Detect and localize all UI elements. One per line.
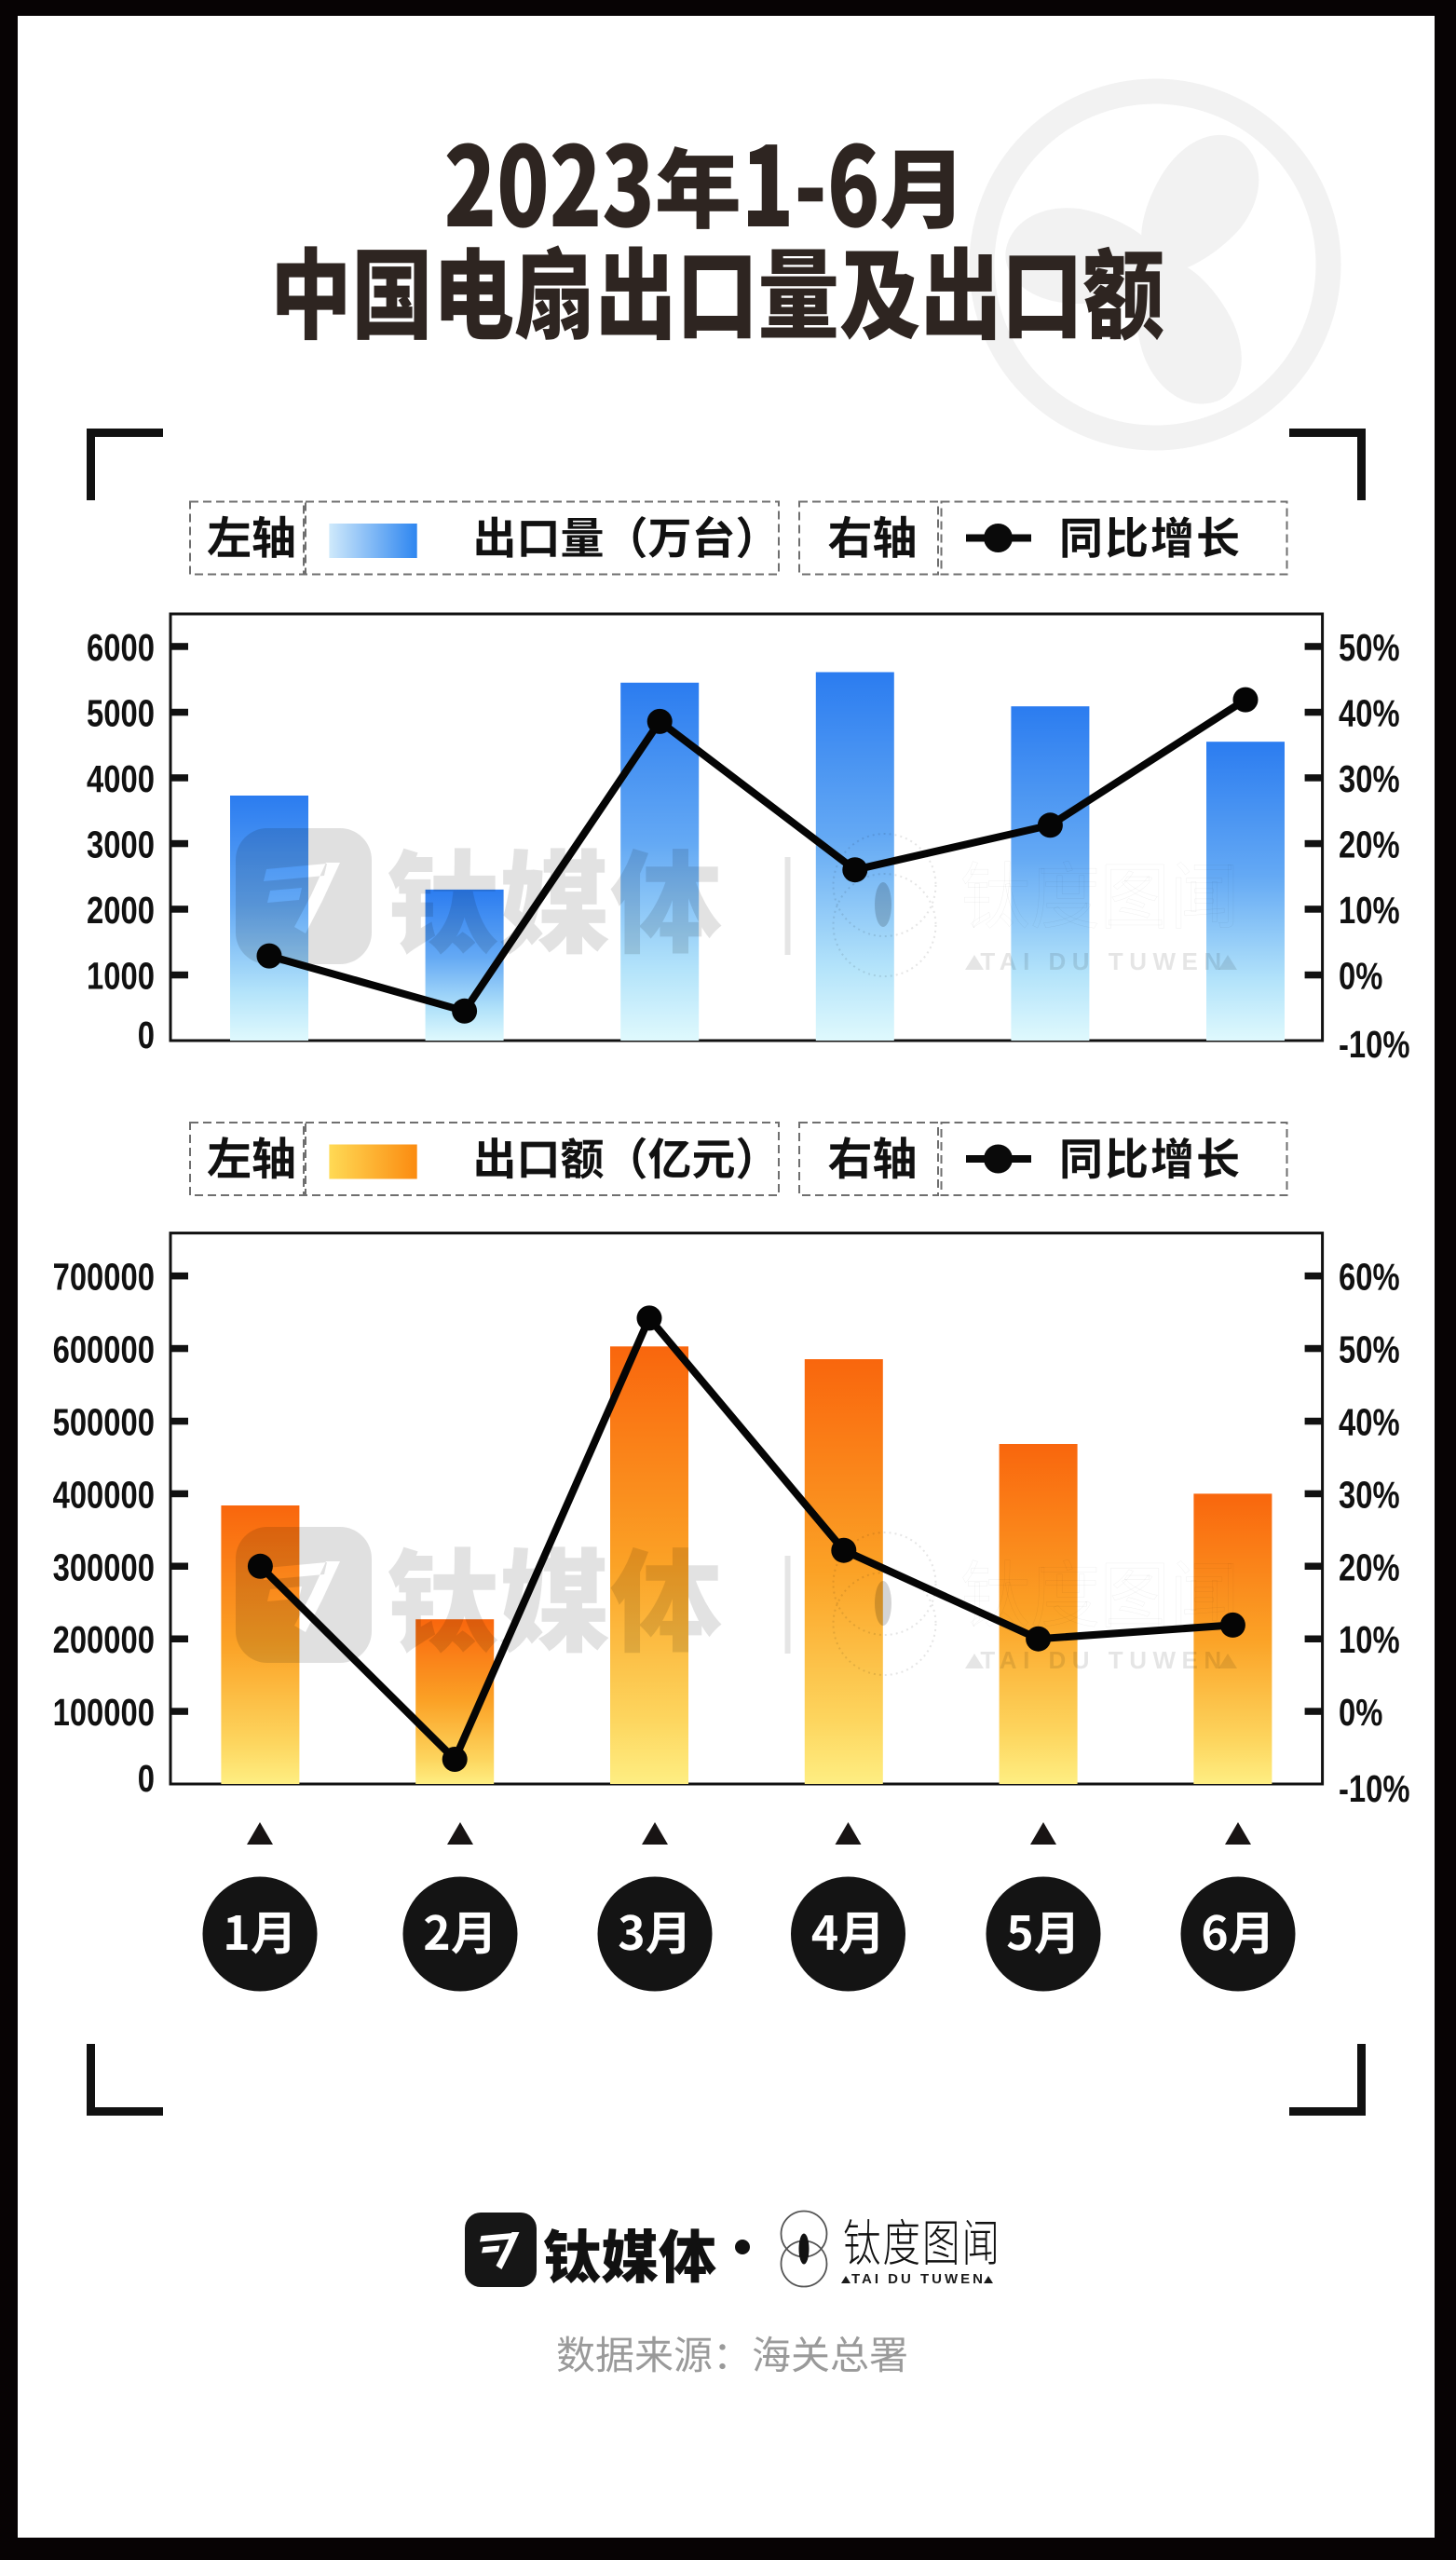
svg-text:40%: 40%	[1339, 691, 1400, 734]
svg-text:0%: 0%	[1339, 954, 1382, 997]
svg-text:3000: 3000	[87, 823, 155, 865]
svg-text:30%: 30%	[1339, 1473, 1400, 1516]
svg-text:50%: 50%	[1339, 625, 1400, 668]
svg-text:0: 0	[138, 1013, 155, 1055]
svg-text:300000: 300000	[53, 1546, 155, 1588]
svg-text:-10%: -10%	[1339, 1022, 1410, 1065]
svg-text:10%: 10%	[1339, 1618, 1400, 1661]
svg-text:200000: 200000	[53, 1618, 155, 1661]
svg-text:500000: 500000	[53, 1400, 155, 1443]
svg-text:10%: 10%	[1339, 888, 1400, 931]
svg-text:4000: 4000	[87, 756, 155, 799]
svg-text:40%: 40%	[1339, 1400, 1400, 1443]
svg-text:5000: 5000	[87, 691, 155, 734]
svg-text:TAI DU TUWEN: TAI DU TUWEN	[980, 1646, 1227, 1674]
svg-text:TAI DU TUWEN: TAI DU TUWEN	[980, 947, 1227, 975]
svg-text:0%: 0%	[1339, 1691, 1382, 1734]
svg-text:20%: 20%	[1339, 823, 1400, 865]
svg-text:30%: 30%	[1339, 756, 1400, 799]
svg-text:TAI DU TUWEN: TAI DU TUWEN	[851, 2271, 986, 2287]
svg-text:700000: 700000	[53, 1255, 155, 1298]
svg-text:50%: 50%	[1339, 1328, 1400, 1370]
svg-text:6000: 6000	[87, 625, 155, 668]
svg-text:100000: 100000	[53, 1691, 155, 1734]
svg-text:-10%: -10%	[1339, 1766, 1410, 1809]
svg-text:20%: 20%	[1339, 1546, 1400, 1588]
svg-text:0: 0	[138, 1756, 155, 1799]
svg-text:400000: 400000	[53, 1473, 155, 1516]
svg-text:600000: 600000	[53, 1328, 155, 1370]
svg-text:60%: 60%	[1339, 1255, 1400, 1298]
svg-text:1000: 1000	[87, 954, 155, 997]
svg-text:2000: 2000	[87, 888, 155, 931]
